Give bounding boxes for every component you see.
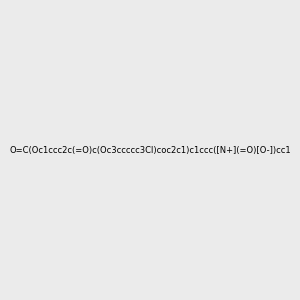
Text: O=C(Oc1ccc2c(=O)c(Oc3ccccc3Cl)coc2c1)c1ccc([N+](=O)[O-])cc1: O=C(Oc1ccc2c(=O)c(Oc3ccccc3Cl)coc2c1)c1c… <box>9 146 291 154</box>
